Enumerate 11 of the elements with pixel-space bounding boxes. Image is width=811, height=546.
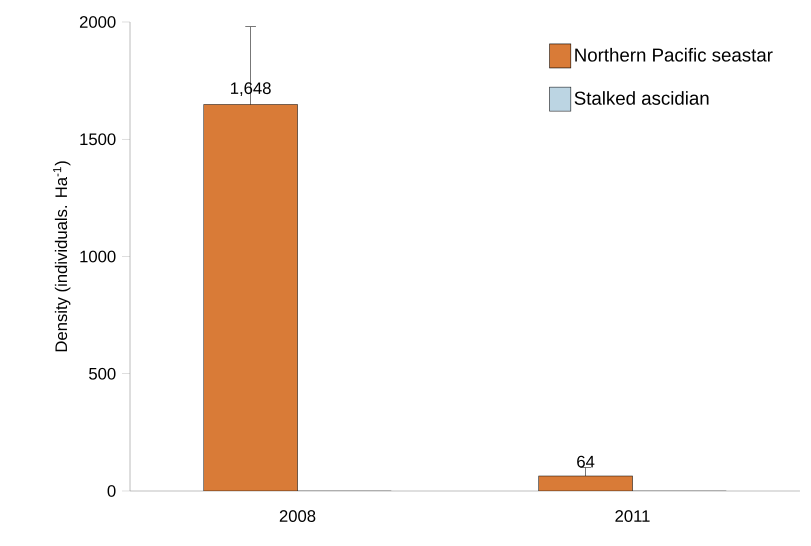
y-axis-title: Density (individuals. Ha$^{-1}$) [53, 161, 70, 352]
y-tick-label: 500 [89, 368, 116, 380]
x-tick-label: 2011 [615, 510, 650, 522]
y-tick-label: 0 [108, 485, 116, 497]
legend-label: Stalked ascidian [574, 91, 708, 105]
x-tick-label: 2008 [280, 510, 316, 522]
y-tick-label: 1500 [80, 133, 116, 146]
legend-label: Northern Pacific seastar [575, 48, 773, 62]
y-tick-label: 2000 [80, 16, 116, 28]
y-tick-label: 1000 [80, 250, 116, 262]
data-label: 64 [577, 456, 594, 468]
